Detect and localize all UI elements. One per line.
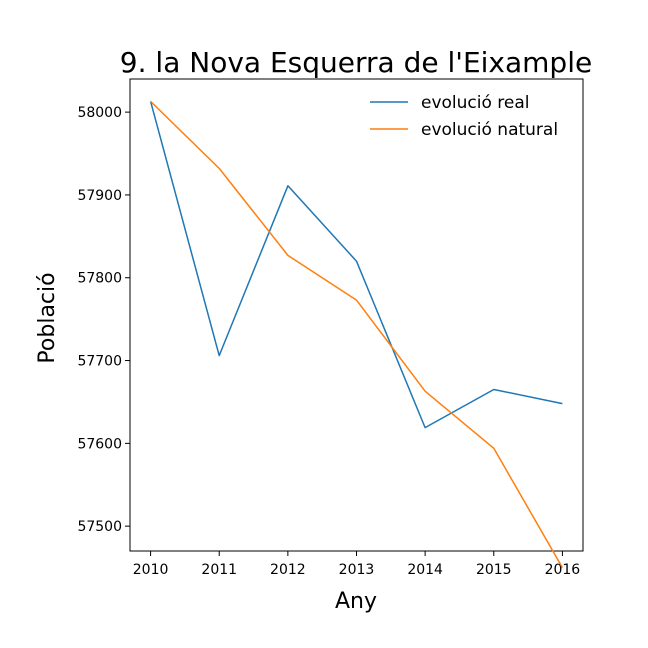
plot-area: 2010 2011 2012 2013 2014 2015 2016 57500576005…	[77, 78, 584, 578]
x-tick-label: 2015	[476, 562, 512, 578]
x-tick-label: 2014	[407, 562, 443, 578]
x-tick-label: 2016	[545, 562, 581, 578]
plot-frame	[129, 78, 584, 552]
y-axis-ticks: 57500 57600 57700 57800 57900 58000	[77, 105, 130, 535]
y-tick-label: 57600	[77, 436, 122, 452]
x-axis-ticks: 2010 2011 2012 2013 2014 2015 2016	[133, 551, 581, 578]
y-tick-label: 58000	[77, 105, 122, 121]
chart-title: 9. la Nova Esquerra de l'Eixample	[120, 46, 592, 79]
x-tick-label: 2012	[270, 562, 306, 578]
series-lines	[149, 100, 564, 568]
y-tick-label: 57700	[77, 354, 122, 370]
legend: evolució real evolució natural	[370, 93, 558, 140]
x-axis-label: Any	[335, 589, 377, 614]
x-tick-label: 2013	[339, 562, 375, 578]
y-tick-label: 57900	[77, 188, 122, 204]
y-axis-label: Població	[35, 272, 60, 363]
series-line-natural	[150, 100, 564, 568]
x-tick-label: 2010	[133, 562, 169, 578]
x-tick-label: 2011	[201, 562, 237, 578]
legend-label: evolució real	[421, 93, 530, 113]
y-tick-label: 57500	[77, 519, 122, 535]
legend-label: evolució natural	[421, 120, 558, 140]
series-line-real	[149, 101, 563, 429]
y-tick-label: 57800	[77, 271, 122, 287]
